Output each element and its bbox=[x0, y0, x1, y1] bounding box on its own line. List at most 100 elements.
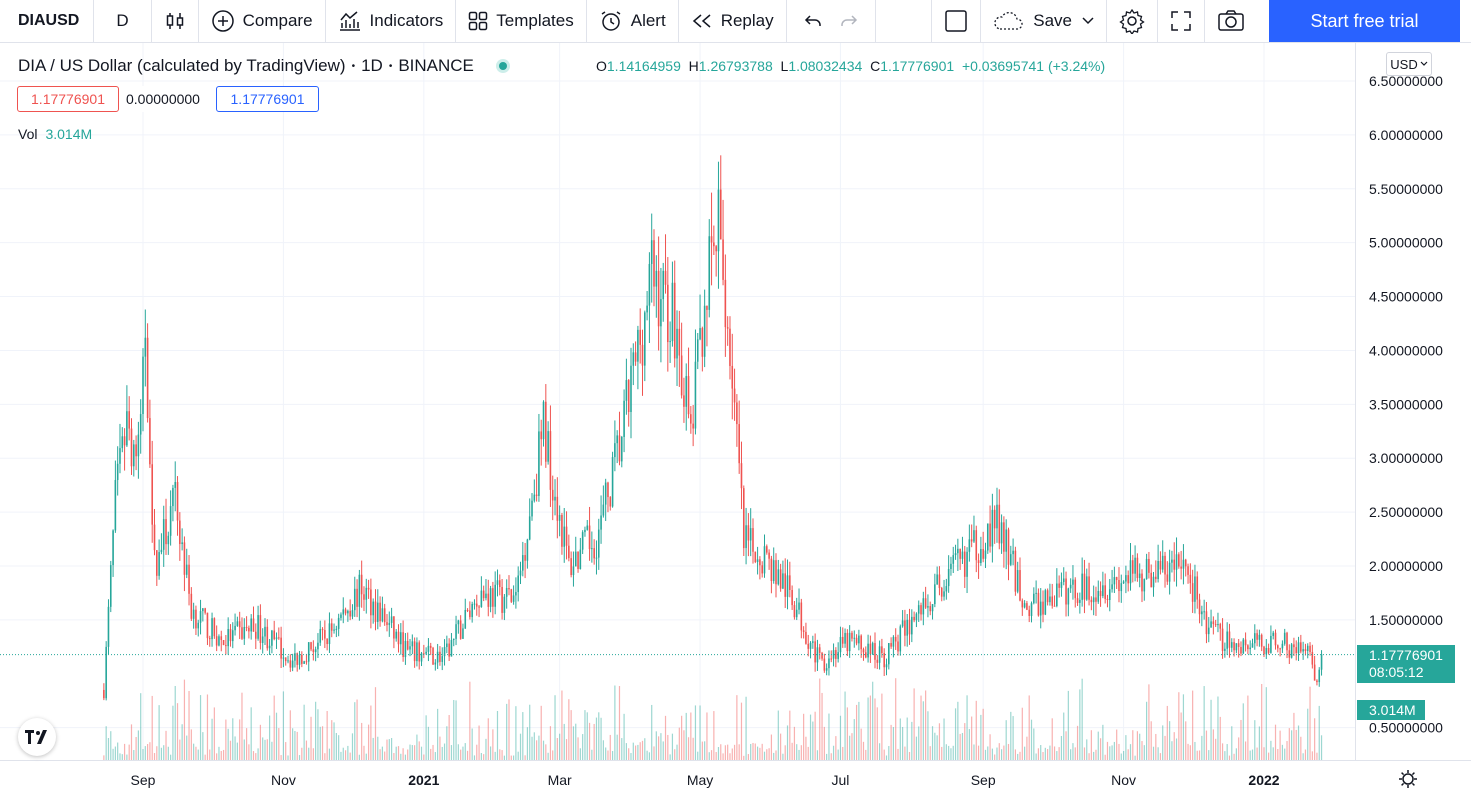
price-axis[interactable]: 6.50000000 6.00000000 5.50000000 5.00000000… bbox=[1369, 73, 1443, 736]
volume-bar bbox=[374, 687, 377, 760]
volume-bar bbox=[1106, 741, 1109, 760]
close-value: 1.17776901 bbox=[880, 58, 955, 74]
redo-button[interactable] bbox=[831, 0, 876, 42]
candle-body bbox=[901, 620, 904, 627]
volume-bar bbox=[1242, 703, 1244, 760]
time-axis[interactable]: Sep Nov 2021 Mar May Jul Sep Nov 2022 bbox=[131, 772, 1280, 788]
candle-body bbox=[759, 559, 761, 566]
symbol-search-button[interactable]: DIAUSD bbox=[0, 0, 95, 42]
volume-legend[interactable]: Vol 3.014M bbox=[18, 126, 92, 142]
volume-bar bbox=[952, 745, 954, 760]
candle-body bbox=[637, 329, 639, 362]
volume-bar bbox=[1166, 705, 1168, 760]
candle-body bbox=[733, 388, 736, 403]
candle-body bbox=[450, 639, 453, 657]
volume-bar bbox=[1086, 739, 1088, 760]
legend-exchange: BINANCE bbox=[398, 56, 474, 75]
volume-bar bbox=[1060, 735, 1063, 760]
volume-bar bbox=[874, 698, 876, 760]
volume-bar bbox=[685, 712, 687, 760]
candle-body bbox=[452, 638, 455, 640]
volume-bar bbox=[798, 749, 800, 760]
candle-body bbox=[646, 305, 648, 313]
volume-bar bbox=[331, 720, 333, 760]
buy-price-pill[interactable]: 1.17776901 bbox=[216, 86, 319, 112]
undo-button[interactable] bbox=[787, 0, 831, 42]
tradingview-logo-icon[interactable] bbox=[18, 718, 56, 756]
candle-body bbox=[701, 328, 704, 357]
volume-bar bbox=[593, 723, 595, 760]
candle-body bbox=[630, 365, 632, 413]
candle-body bbox=[1039, 601, 1042, 616]
candle-body bbox=[386, 622, 388, 626]
volume-bar bbox=[457, 744, 459, 760]
volume-bar bbox=[925, 690, 927, 760]
alert-button[interactable]: Alert bbox=[587, 0, 679, 42]
candle-body bbox=[112, 530, 114, 566]
volume-bar bbox=[816, 750, 819, 760]
candle-body bbox=[531, 500, 533, 517]
snapshot-button[interactable] bbox=[1205, 0, 1257, 42]
chart-type-button[interactable] bbox=[152, 0, 199, 42]
volume-bar bbox=[625, 743, 627, 760]
candle-body bbox=[657, 270, 660, 327]
candle-body bbox=[319, 629, 322, 643]
volume-bar bbox=[805, 736, 807, 760]
volume-bar bbox=[542, 740, 545, 760]
replay-button[interactable]: Replay bbox=[679, 0, 787, 42]
candle-body bbox=[312, 649, 315, 653]
candle-body bbox=[1000, 522, 1003, 544]
volume-bar bbox=[213, 707, 215, 760]
candle-body bbox=[752, 528, 754, 552]
volume-bar bbox=[402, 748, 404, 760]
volume-bar bbox=[107, 737, 110, 760]
candle-body bbox=[227, 629, 229, 647]
volume-bar bbox=[789, 710, 791, 760]
candle-body bbox=[1205, 611, 1208, 635]
candle-body bbox=[305, 661, 308, 663]
indicators-button[interactable]: Indicators bbox=[326, 0, 457, 42]
candle-body bbox=[938, 574, 941, 588]
volume-bar bbox=[697, 751, 699, 760]
candle-body bbox=[922, 598, 925, 615]
candle-body bbox=[374, 601, 377, 622]
candle-body bbox=[690, 414, 692, 424]
time-axis-settings-icon[interactable] bbox=[1399, 770, 1417, 788]
symbol-legend[interactable]: DIA / US Dollar (calculated by TradingVi… bbox=[18, 56, 510, 76]
volume-bar bbox=[897, 748, 899, 760]
volume-bar bbox=[618, 686, 621, 760]
volume-bar bbox=[236, 742, 238, 760]
candle-body bbox=[934, 584, 936, 605]
fullscreen-button[interactable] bbox=[1158, 0, 1205, 42]
candle-body bbox=[1044, 590, 1047, 615]
volume-bar bbox=[492, 729, 494, 760]
volume-bar bbox=[1314, 718, 1316, 760]
templates-button[interactable]: Templates bbox=[456, 0, 587, 42]
candle-body bbox=[404, 640, 407, 658]
candle-body bbox=[376, 602, 379, 622]
settings-button[interactable] bbox=[1107, 0, 1158, 42]
volume-bar bbox=[319, 726, 321, 760]
candle-body bbox=[347, 610, 349, 614]
interval-button[interactable]: D bbox=[94, 0, 152, 42]
candle-body bbox=[929, 606, 932, 612]
volume-bar bbox=[1286, 741, 1288, 760]
candle-body bbox=[356, 588, 358, 607]
candle-body bbox=[429, 645, 432, 648]
volume-bar bbox=[727, 744, 729, 760]
layout-button[interactable] bbox=[931, 0, 982, 42]
volume-bar bbox=[885, 755, 888, 760]
volume-bar bbox=[1021, 707, 1023, 760]
candle-body bbox=[275, 637, 278, 640]
sell-price-pill[interactable]: 1.17776901 bbox=[17, 86, 119, 112]
save-button[interactable]: Save bbox=[981, 0, 1107, 42]
price-chart[interactable]: 6.50000000 6.00000000 5.50000000 5.00000000… bbox=[0, 43, 1471, 808]
candle-body bbox=[551, 489, 554, 501]
candle-body bbox=[961, 551, 964, 559]
volume-bar bbox=[262, 737, 264, 760]
volume-bar bbox=[1226, 744, 1228, 760]
compare-button[interactable]: Compare bbox=[199, 0, 326, 42]
volume-bar bbox=[512, 755, 515, 760]
currency-select[interactable]: USD bbox=[1386, 52, 1432, 76]
start-free-trial-button[interactable]: Start free trial bbox=[1269, 0, 1460, 42]
